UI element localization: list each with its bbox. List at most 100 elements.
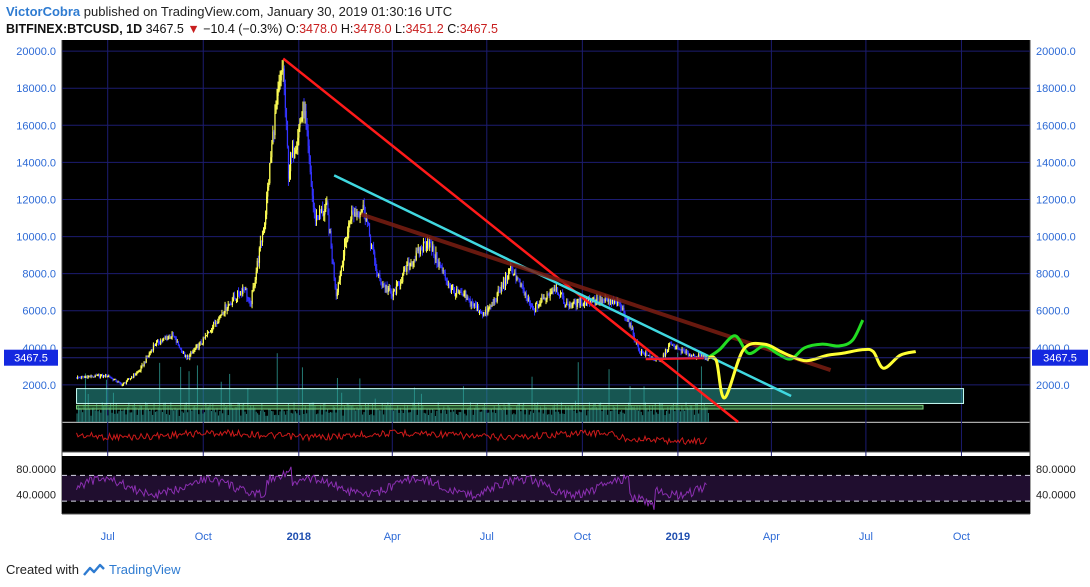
volume-bar	[350, 405, 352, 422]
candle-body	[318, 217, 320, 220]
candle-body	[247, 297, 249, 299]
candle-body	[131, 377, 133, 379]
volume-bar	[604, 405, 606, 422]
candle-body	[425, 242, 427, 249]
volume-bar	[279, 411, 281, 422]
candle-body	[640, 352, 642, 355]
tradingview-brand[interactable]: TradingView	[108, 562, 181, 577]
candle-body	[565, 304, 567, 308]
volume-bar	[216, 407, 218, 422]
candle-body	[622, 307, 624, 310]
candle-body	[542, 297, 544, 299]
volume-bar	[331, 412, 333, 422]
candle-body	[144, 361, 146, 363]
candle-body	[102, 374, 104, 377]
candle-body	[154, 345, 157, 347]
candle-body	[392, 290, 395, 297]
volume-bar	[163, 402, 165, 422]
volume-bar	[152, 414, 154, 422]
candle-body	[286, 120, 289, 147]
candle-body	[694, 354, 696, 357]
volume-bar	[346, 402, 348, 422]
last-price-badge-label: 3467.5	[1043, 353, 1077, 365]
volume-bar	[185, 402, 187, 422]
candle-body	[216, 323, 218, 325]
volume-bar	[607, 414, 609, 422]
candle-body	[394, 290, 397, 294]
candle-body	[338, 279, 341, 283]
volume-bar	[394, 408, 396, 422]
candle-body	[351, 210, 353, 220]
volume-bar	[469, 402, 471, 422]
volume-bar	[167, 406, 169, 422]
candle-body	[399, 282, 401, 286]
volume-bar	[384, 404, 386, 422]
price-chart[interactable]: 20000.0 20000.0 18000.0 18000.0 16000.0 16000…	[0, 40, 1090, 550]
y-tick-label-left: 8000.0	[22, 269, 56, 281]
candle-body	[554, 289, 557, 291]
candle-body	[275, 109, 277, 113]
candle-body	[613, 299, 615, 303]
candle-body	[266, 196, 268, 215]
candle-body	[78, 376, 80, 378]
volume-bar	[693, 414, 695, 422]
candle-body	[277, 91, 279, 96]
volume-bar	[492, 412, 494, 422]
candle-body	[577, 298, 579, 300]
candle-body	[291, 155, 293, 157]
volume-bar	[511, 414, 513, 422]
indicator-pane-background	[62, 423, 1030, 452]
candle-body	[418, 247, 420, 255]
volume-bar	[287, 403, 289, 422]
volume-bar	[672, 404, 674, 422]
volume-bar	[322, 404, 324, 422]
candle-body	[256, 261, 258, 272]
candle-body	[517, 277, 519, 279]
volume-bar	[360, 405, 362, 422]
candle-body	[641, 351, 643, 355]
volume-bar	[314, 405, 316, 422]
candle-body	[603, 300, 605, 302]
candle-body	[570, 304, 572, 307]
candle-body	[421, 249, 424, 252]
volume-bar	[373, 415, 375, 422]
candle-body	[509, 268, 511, 270]
candle-body	[597, 297, 599, 304]
volume-bar	[433, 410, 435, 422]
y-tick-label-left: 18000.0	[16, 83, 56, 95]
author-name[interactable]: VictorCobra	[6, 4, 81, 19]
volume-bar	[94, 410, 96, 422]
candle-body	[567, 301, 569, 306]
candle-body	[308, 145, 310, 157]
candle-body	[460, 291, 462, 293]
candle-body	[363, 204, 365, 214]
volume-bar	[306, 413, 308, 422]
volume-bar	[349, 404, 351, 422]
candle-body	[438, 261, 440, 267]
candle-body	[103, 375, 105, 377]
candle-body	[220, 314, 222, 316]
volume-bar	[296, 413, 298, 422]
down-arrow-icon: ▼	[187, 22, 200, 36]
volume-bar	[630, 405, 632, 422]
volume-bar	[332, 405, 334, 422]
last-price-badge	[4, 349, 58, 366]
volume-bar	[264, 411, 266, 422]
high-value: 3478.0	[353, 22, 392, 36]
volume-bar	[579, 411, 581, 422]
candle-body	[89, 376, 91, 378]
candle-body	[107, 376, 109, 378]
volume-bar	[378, 410, 380, 422]
candle-body	[625, 317, 627, 319]
volume-bar	[369, 414, 371, 422]
candle-body	[352, 210, 354, 212]
volume-bar	[602, 405, 604, 422]
volume-bar	[292, 413, 294, 422]
candle-body	[647, 354, 649, 356]
candle-body	[132, 377, 134, 379]
volume-bar	[691, 405, 693, 422]
volume-bar	[213, 409, 215, 422]
candle-body	[150, 349, 153, 352]
volume-bar	[644, 402, 646, 422]
candle-body	[454, 290, 456, 297]
